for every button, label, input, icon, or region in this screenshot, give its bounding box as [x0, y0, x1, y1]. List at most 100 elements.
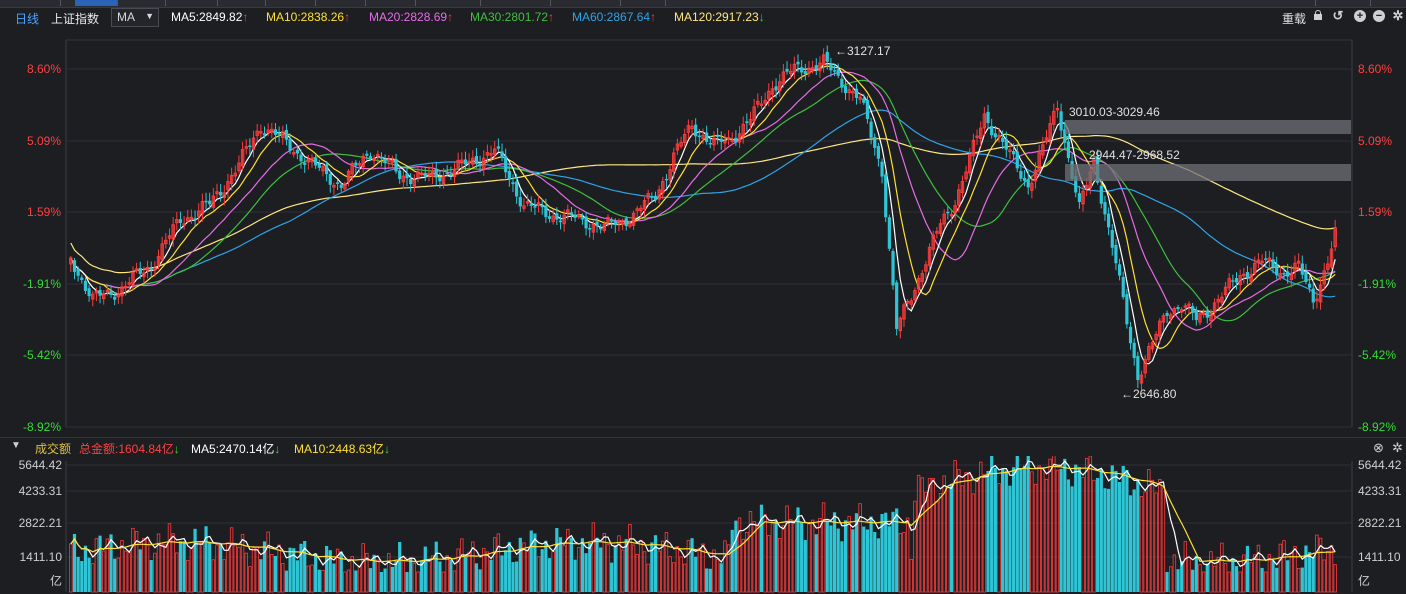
period-tab-active[interactable] — [75, 0, 118, 6]
restore-button[interactable]: 重载 — [1282, 12, 1307, 26]
candle-up — [858, 96, 862, 100]
candle-down — [1015, 151, 1019, 169]
candle-up — [1161, 315, 1166, 323]
period-tab[interactable] — [125, 0, 166, 6]
volume-bar-down — [1107, 488, 1111, 592]
volume-bar-down — [98, 535, 102, 592]
candle-up — [1201, 312, 1206, 315]
volume-bar-down — [1103, 488, 1107, 592]
volume-bar-up — [536, 556, 541, 593]
volume-bar-down — [832, 512, 837, 592]
zoom-in-icon[interactable]: + — [1354, 10, 1366, 22]
indicator-select[interactable]: MA ▼ — [111, 8, 159, 27]
volume-bar-up — [1183, 541, 1188, 593]
candle-down — [533, 206, 537, 208]
period-tab[interactable] — [325, 0, 366, 6]
period-tab[interactable] — [20, 0, 61, 6]
undo-icon[interactable]: ↺ — [1332, 8, 1344, 23]
candle-up — [1081, 190, 1085, 205]
period-tab[interactable] — [430, 0, 481, 6]
volume-bar-up — [858, 503, 862, 593]
candle-down — [1012, 151, 1016, 155]
volume-bar-down — [843, 520, 848, 592]
candle-up — [460, 159, 464, 164]
period-tab[interactable] — [625, 0, 666, 6]
volume-bar-down — [273, 555, 278, 592]
period-tab[interactable] — [225, 0, 266, 6]
period-tab[interactable] — [175, 0, 218, 6]
volume-bar-up — [460, 538, 464, 593]
vol-tick-right: 5644.42 — [1358, 458, 1402, 472]
volume-bar-down — [138, 549, 142, 592]
candle-up — [361, 155, 365, 168]
collapse-icon[interactable]: ▼ — [11, 440, 21, 451]
period-tab[interactable] — [560, 0, 621, 6]
candle-up — [1253, 262, 1257, 273]
candle-up — [778, 81, 782, 92]
candle-down — [1264, 258, 1268, 260]
volume-bar-down — [332, 563, 336, 592]
low-label: ←2646.80 — [1121, 387, 1177, 401]
candle-down — [1117, 264, 1122, 276]
candle-up — [321, 166, 325, 172]
period-tab[interactable] — [1285, 0, 1316, 6]
period-tab[interactable] — [275, 0, 316, 6]
volume-bar-up — [847, 516, 851, 593]
price-tick-left: -5.42% — [23, 348, 61, 362]
volume-bar-up — [281, 563, 285, 593]
volume-bar-up — [167, 523, 172, 593]
vol-tick-left: 1411.10 — [20, 550, 63, 564]
period-tab[interactable] — [375, 0, 416, 6]
settings-icon[interactable]: ✲ — [1392, 440, 1403, 455]
candle-down — [365, 153, 369, 156]
volume-bar-down — [869, 516, 873, 592]
volume-bar-down — [1245, 545, 1250, 592]
candle-up — [167, 235, 172, 239]
period-label[interactable]: 日线 — [15, 12, 40, 26]
volume-bar-up — [171, 533, 175, 593]
candle-up — [1223, 286, 1228, 296]
candle-up — [577, 214, 581, 217]
candle-up — [390, 160, 395, 164]
volume-bar-up — [715, 558, 720, 593]
candle-up — [456, 159, 460, 168]
period-tab[interactable] — [1340, 0, 1371, 6]
candle-up — [920, 273, 924, 282]
candle-down — [825, 51, 829, 62]
volume-bar-down — [719, 563, 723, 592]
candle-up — [821, 54, 826, 66]
volume-bar-down — [829, 525, 833, 592]
volume-bar-up — [452, 570, 457, 593]
candle-down — [529, 203, 533, 206]
candle-up — [1187, 303, 1191, 307]
volume-bar-up — [1088, 455, 1093, 593]
volume-bar-up — [785, 505, 789, 593]
close-icon[interactable]: ⊗ — [1373, 440, 1384, 455]
candle-down — [1165, 313, 1169, 316]
volume-bar-down — [1096, 477, 1100, 592]
candle-up — [792, 63, 797, 73]
candle-up — [1158, 320, 1162, 337]
candle-up — [763, 99, 767, 104]
volume-bar-up — [968, 474, 972, 593]
zoom-out-icon[interactable]: − — [1373, 10, 1385, 22]
index-name[interactable]: 上证指数 — [51, 12, 100, 26]
lock-icon[interactable] — [1313, 10, 1323, 20]
candle-down — [865, 99, 870, 120]
candle-up — [1008, 149, 1012, 153]
volume-bar-down — [515, 561, 519, 592]
candle-up — [525, 201, 530, 204]
volume-title[interactable]: 成交额 — [35, 442, 72, 456]
candle-down — [1311, 288, 1315, 303]
volume-bar-down — [87, 557, 91, 592]
volume-bar-down — [884, 512, 888, 592]
price-tick-right: -1.91% — [1358, 277, 1396, 291]
period-tab[interactable] — [490, 0, 551, 6]
volume-bar-up — [781, 525, 786, 593]
volume-bar-up — [127, 552, 131, 593]
settings-icon[interactable]: ✲ — [1392, 8, 1404, 23]
volume-bar-up — [1326, 550, 1330, 593]
candle-down — [1300, 263, 1304, 275]
volume-bar-up — [1052, 449, 1056, 593]
